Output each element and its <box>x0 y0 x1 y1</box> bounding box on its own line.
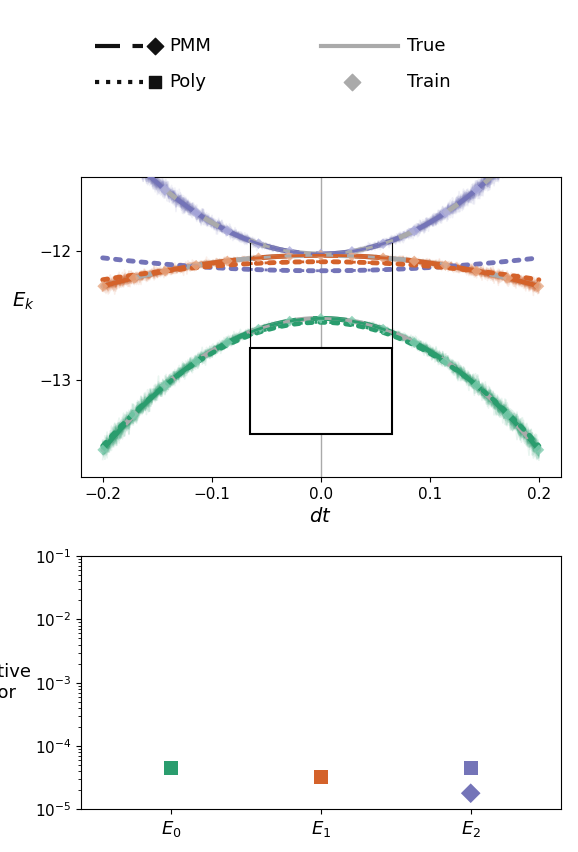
Point <box>285 314 294 328</box>
Point <box>316 770 325 784</box>
Point <box>254 251 263 265</box>
Point <box>347 314 357 328</box>
Point <box>534 443 543 457</box>
Point <box>347 75 357 89</box>
Point <box>347 245 357 258</box>
Point <box>503 271 512 285</box>
Point <box>151 39 160 53</box>
Point <box>129 154 139 168</box>
Y-axis label: Relative
Error: Relative Error <box>0 664 31 702</box>
Point <box>191 206 201 220</box>
Y-axis label: $E_k$: $E_k$ <box>12 291 35 312</box>
Point <box>379 237 388 250</box>
Point <box>534 279 543 293</box>
Point <box>410 254 419 268</box>
Point <box>466 761 475 774</box>
Point <box>161 264 170 278</box>
Point <box>285 245 294 258</box>
Point <box>316 832 325 845</box>
Point <box>161 183 170 197</box>
Point <box>98 443 108 457</box>
Point <box>161 378 170 392</box>
Point <box>223 336 232 349</box>
Point <box>441 354 450 368</box>
Point <box>441 258 450 272</box>
Text: Poly: Poly <box>170 72 207 90</box>
Point <box>503 154 512 168</box>
Point <box>191 354 201 368</box>
Point <box>441 206 450 220</box>
Text: Train: Train <box>407 72 451 90</box>
Point <box>98 279 108 293</box>
Point <box>379 322 388 336</box>
Bar <box>250 348 392 435</box>
Point <box>166 761 176 774</box>
Point <box>347 249 357 262</box>
Point <box>316 247 325 261</box>
Point <box>472 183 481 197</box>
Point <box>503 408 512 422</box>
Point <box>129 271 139 285</box>
Point <box>316 249 325 262</box>
Point <box>254 322 263 336</box>
Text: PMM: PMM <box>170 37 212 55</box>
Point <box>223 224 232 238</box>
Text: True: True <box>407 37 446 55</box>
Point <box>316 312 325 325</box>
Point <box>410 336 419 349</box>
Point <box>98 121 108 135</box>
Point <box>466 786 475 800</box>
Point <box>129 408 139 422</box>
Point <box>410 224 419 238</box>
Point <box>254 237 263 250</box>
Point <box>379 251 388 265</box>
Point <box>472 378 481 392</box>
Point <box>151 75 160 89</box>
Point <box>534 121 543 135</box>
Point <box>191 258 201 272</box>
Point <box>472 264 481 278</box>
X-axis label: $dt$: $dt$ <box>309 507 332 527</box>
Point <box>166 828 176 842</box>
Point <box>223 254 232 268</box>
Point <box>285 249 294 262</box>
